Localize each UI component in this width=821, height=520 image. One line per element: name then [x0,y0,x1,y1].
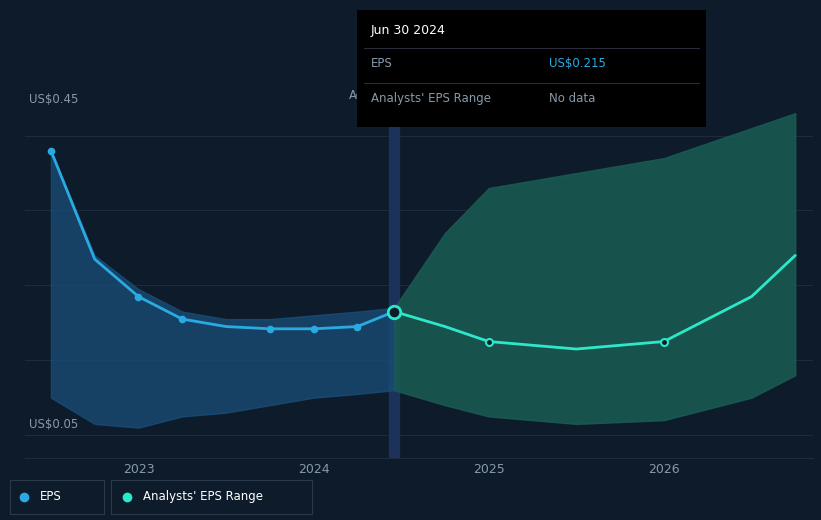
Text: US$0.215: US$0.215 [549,57,606,70]
Text: Jun 30 2024: Jun 30 2024 [371,24,446,37]
Bar [389,83,400,458]
Text: US$0.05: US$0.05 [29,419,78,432]
Text: Analysts' EPS Range: Analysts' EPS Range [143,490,263,503]
Text: EPS: EPS [40,490,62,503]
Text: No data: No data [549,93,595,105]
Text: Actual: Actual [349,89,387,102]
Text: EPS: EPS [371,57,392,70]
Text: Analysts Forecasts: Analysts Forecasts [402,89,512,102]
Text: US$0.45: US$0.45 [29,93,78,106]
Text: Analysts' EPS Range: Analysts' EPS Range [371,93,491,105]
